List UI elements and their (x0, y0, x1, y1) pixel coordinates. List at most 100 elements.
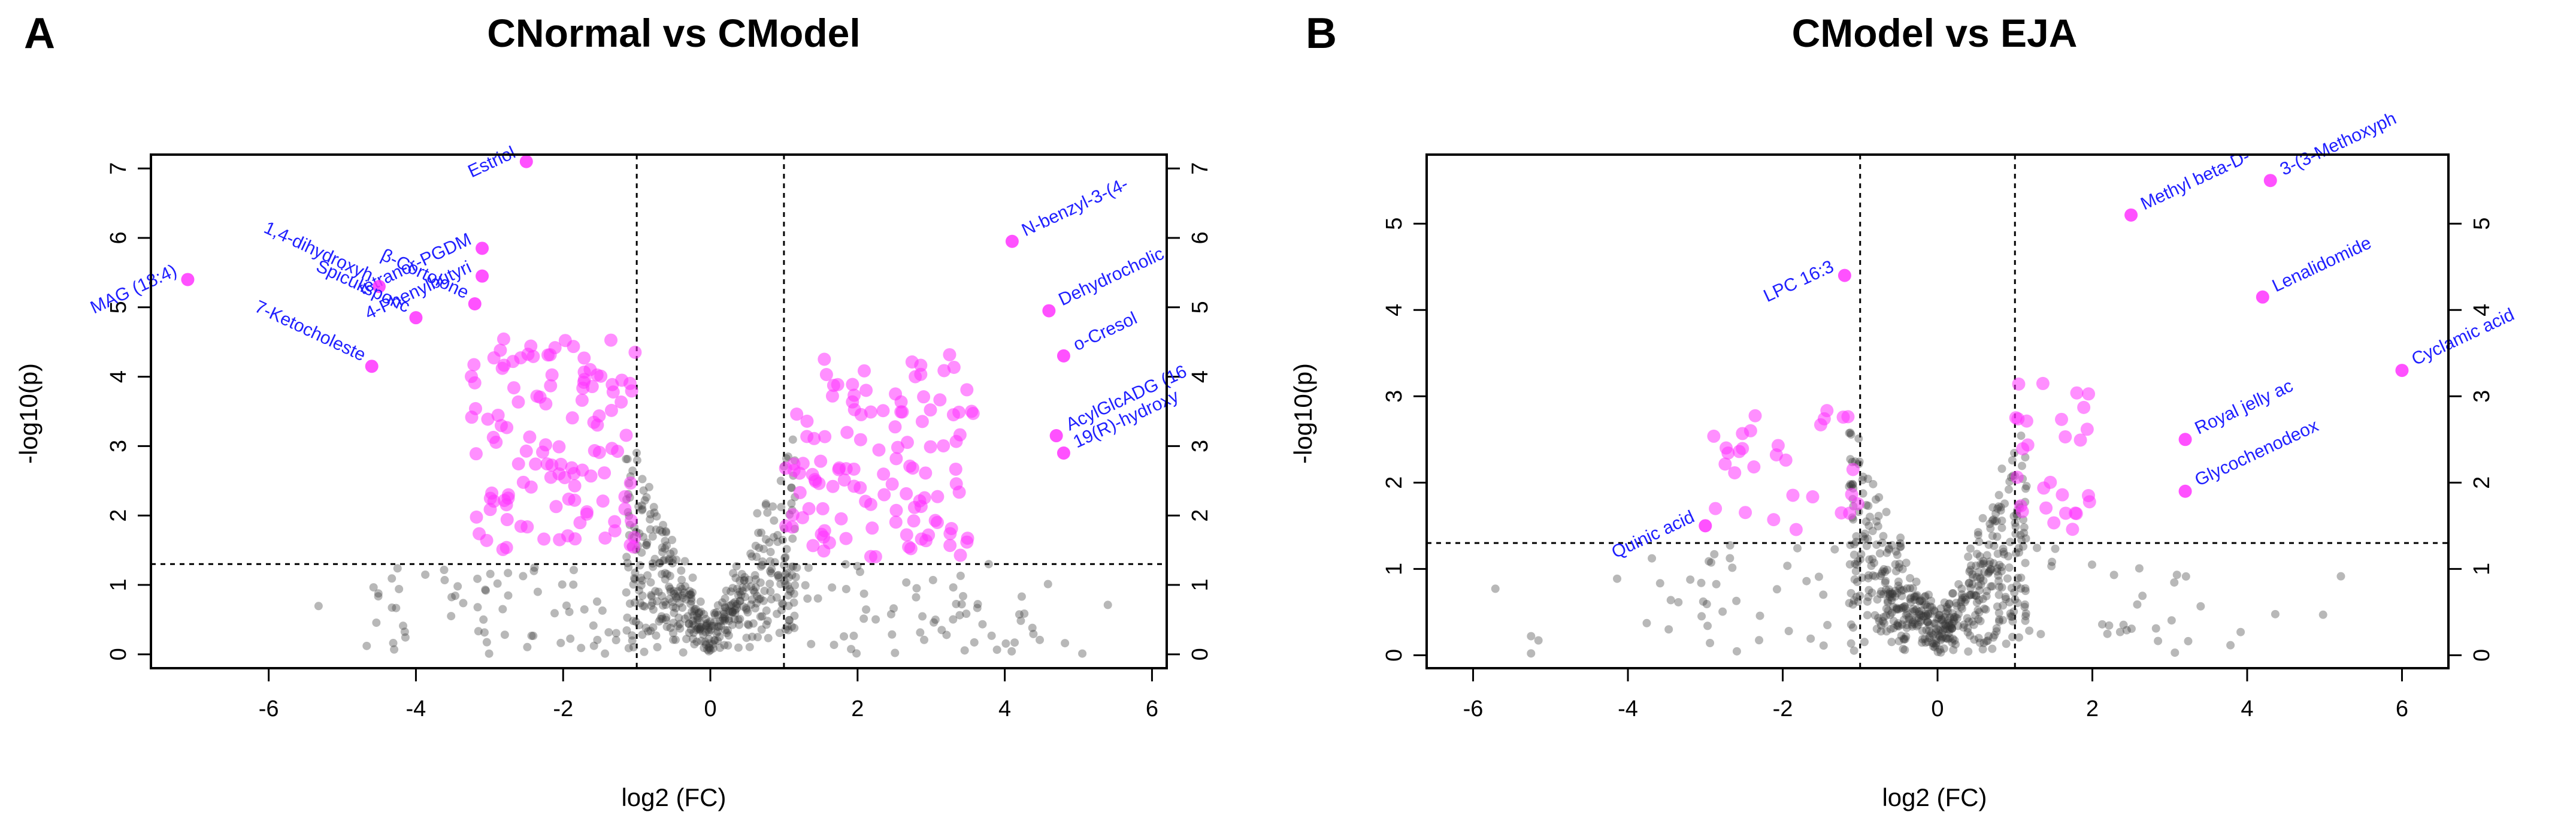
nonsignificant-point (1879, 532, 1888, 541)
nonsignificant-point (1534, 636, 1543, 645)
x-tick-label: 4 (998, 696, 1011, 722)
nonsignificant-point (533, 587, 542, 596)
nonsignificant-point (709, 640, 718, 649)
nonsignificant-point (1984, 569, 1993, 578)
nonsignificant-point (766, 587, 775, 596)
nonsignificant-point (1873, 595, 1882, 604)
nonsignificant-point (912, 584, 921, 593)
nonsignificant-point (1948, 589, 1957, 598)
nonsignificant-point (1901, 604, 1910, 613)
nonsignificant-point (1926, 609, 1935, 618)
nonsignificant-point (636, 599, 645, 608)
nonsignificant-point (1945, 600, 1954, 609)
nonsignificant-point (1908, 608, 1917, 617)
nonsignificant-point (784, 626, 793, 635)
nonsignificant-point (1941, 624, 1950, 633)
nonsignificant-point (2014, 574, 2023, 582)
nonsignificant-point (740, 593, 749, 602)
nonsignificant-point (1007, 647, 1016, 656)
nonsignificant-point (765, 538, 774, 547)
significant-point (945, 521, 958, 535)
significant-point (604, 333, 618, 347)
significant-point (919, 466, 933, 480)
nonsignificant-point (695, 625, 704, 634)
nonsignificant-point (2000, 550, 2009, 559)
significant-point (558, 470, 571, 484)
nonsignificant-point (1974, 581, 1983, 590)
nonsignificant-point (719, 609, 728, 618)
nonsignificant-point (1884, 606, 1893, 615)
nonsignificant-point (750, 604, 759, 613)
x-tick-label: 2 (2086, 696, 2099, 722)
nonsignificant-point (1927, 603, 1936, 612)
nonsignificant-point (1997, 567, 2006, 576)
nonsignificant-point (1995, 582, 2004, 591)
nonsignificant-point (2151, 624, 2160, 633)
nonsignificant-point (1877, 587, 1886, 596)
nonsignificant-point (1915, 609, 1924, 618)
nonsignificant-point (1906, 574, 1915, 582)
nonsignificant-point (374, 589, 383, 598)
nonsignificant-point (1853, 577, 1862, 586)
nonsignificant-point (1957, 604, 1966, 613)
nonsignificant-point (1936, 604, 1945, 613)
nonsignificant-point (722, 586, 731, 595)
nonsignificant-point (704, 643, 713, 652)
nonsignificant-point (1932, 641, 1941, 650)
nonsignificant-point (1922, 611, 1931, 620)
nonsignificant-point (1703, 621, 1712, 630)
nonsignificant-point (1884, 544, 1893, 553)
nonsignificant-point (2017, 574, 2026, 582)
nonsignificant-point (1954, 621, 1963, 630)
nonsignificant-point (1908, 620, 1917, 629)
nonsignificant-point (1855, 591, 1864, 600)
nonsignificant-point (661, 575, 670, 584)
nonsignificant-point (1960, 620, 1969, 629)
nonsignificant-point (1982, 551, 1991, 560)
nonsignificant-point (658, 601, 667, 610)
nonsignificant-point (556, 638, 565, 647)
nonsignificant-point (482, 586, 491, 595)
nonsignificant-point (1886, 624, 1895, 633)
nonsignificant-point (1936, 636, 1945, 645)
nonsignificant-point (718, 598, 727, 607)
nonsignificant-point (630, 598, 639, 607)
nonsignificant-point (758, 612, 767, 621)
nonsignificant-point (992, 645, 1001, 654)
nonsignificant-point (1948, 624, 1957, 633)
nonsignificant-point (689, 628, 698, 637)
significant-point (1739, 506, 1752, 520)
nonsignificant-point (759, 596, 768, 605)
nonsignificant-point (1968, 579, 1977, 588)
nonsignificant-point (1849, 623, 1858, 632)
significant-point (889, 387, 903, 401)
nonsignificant-point (2025, 626, 2034, 635)
nonsignificant-point (1874, 511, 1883, 520)
nonsignificant-point (1921, 638, 1930, 647)
nonsignificant-point (2236, 627, 2245, 636)
nonsignificant-point (451, 591, 460, 600)
significant-point (840, 425, 854, 439)
nonsignificant-point (401, 633, 410, 642)
nonsignificant-point (1853, 557, 1862, 566)
nonsignificant-point (855, 568, 864, 577)
nonsignificant-point (1863, 597, 1872, 606)
nonsignificant-point (889, 604, 898, 613)
x-tick-label: -4 (1618, 696, 1638, 722)
significant-point (2055, 412, 2069, 426)
nonsignificant-point (664, 582, 673, 591)
nonsignificant-point (774, 573, 783, 582)
nonsignificant-point (695, 608, 704, 617)
nonsignificant-point (1894, 563, 1903, 572)
nonsignificant-point (577, 644, 586, 653)
nonsignificant-point (787, 622, 796, 631)
significant-point (943, 348, 956, 361)
nonsignificant-point (2021, 484, 2030, 493)
nonsignificant-point (738, 587, 747, 596)
nonsignificant-point (1925, 626, 1934, 635)
significant-point (481, 412, 495, 426)
significant-point (1846, 463, 1860, 476)
x-tick-label: -2 (553, 696, 573, 722)
significant-point (523, 430, 537, 444)
nonsignificant-point (1755, 611, 1764, 620)
